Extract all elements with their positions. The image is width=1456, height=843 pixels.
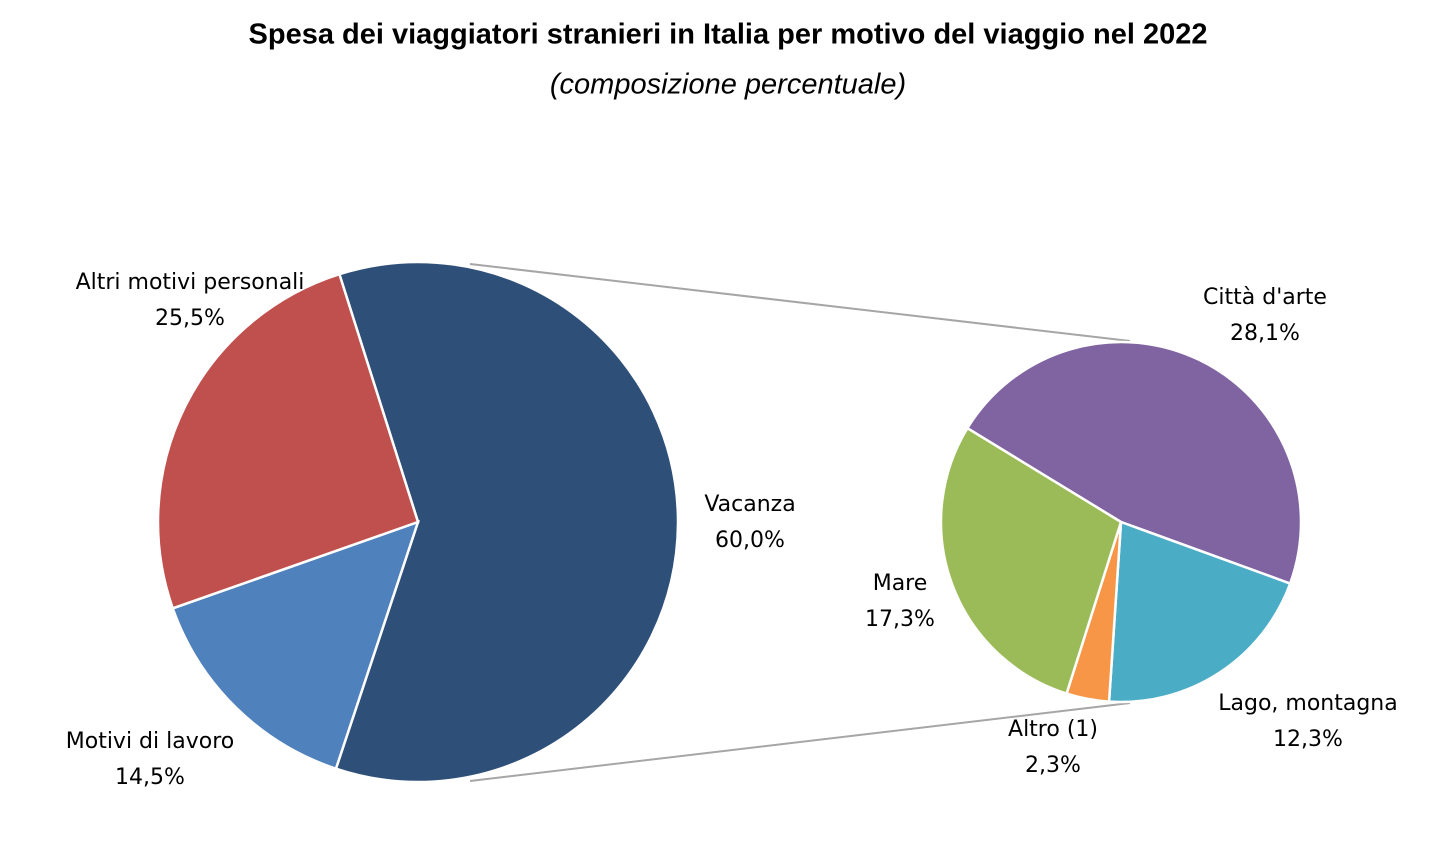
slice-label: Motivi di lavoro xyxy=(66,729,234,754)
value-label: 60,0% xyxy=(715,528,785,553)
value-label: 17,3% xyxy=(865,607,935,632)
pie-slice xyxy=(965,340,1303,586)
slice-label: Lago, montagna xyxy=(1218,691,1397,716)
pie-slice xyxy=(156,272,420,610)
slice-label: Vacanza xyxy=(704,492,795,517)
chart-title: Spesa dei viaggiatori stranieri in Itali… xyxy=(249,19,1208,51)
value-label: 12,3% xyxy=(1273,727,1343,752)
pie-slice xyxy=(1107,520,1292,704)
slice-label: Altro (1) xyxy=(1008,717,1098,742)
connector-line xyxy=(469,263,1131,342)
chart-subtitle: (composizione percentuale) xyxy=(550,69,906,101)
value-label: 28,1% xyxy=(1230,321,1300,346)
slice-label: Città d'arte xyxy=(1203,285,1327,310)
slice-label: Mare xyxy=(873,571,928,596)
pie-slice xyxy=(334,260,680,784)
pie-slice xyxy=(939,426,1123,696)
value-label: 14,5% xyxy=(115,765,185,790)
value-label: 25,5% xyxy=(155,306,225,331)
value-label: 2,3% xyxy=(1025,753,1081,778)
connector-line xyxy=(469,702,1131,782)
slice-label: Altri motivi personali xyxy=(76,270,305,295)
pie-slice xyxy=(171,519,420,771)
